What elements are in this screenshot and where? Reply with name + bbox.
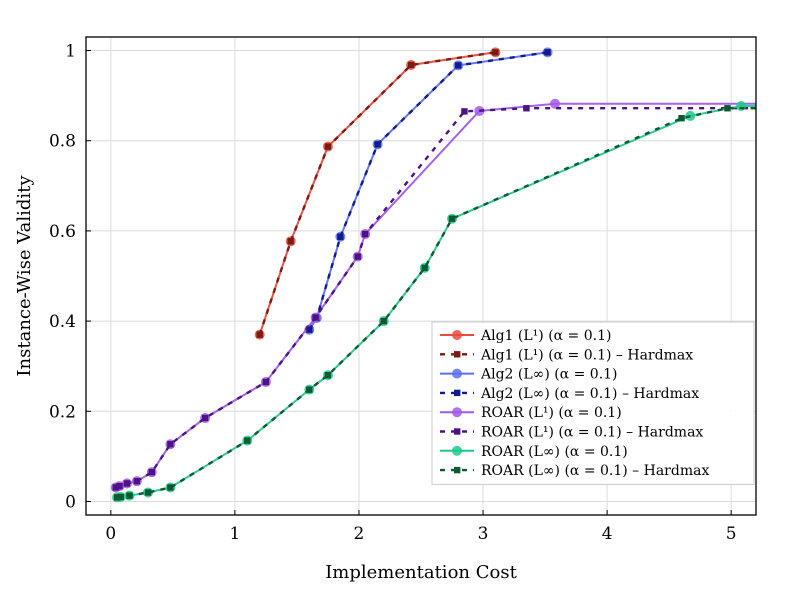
plot-frame <box>85 36 757 516</box>
data-point <box>117 493 124 501</box>
y-tick-label: 0.4 <box>49 312 76 332</box>
data-point <box>306 326 313 333</box>
legend-item: ROAR (L∞) (α = 0.1) – Hardmax <box>440 463 709 479</box>
data-point <box>148 468 155 476</box>
data-point <box>201 414 209 422</box>
legend-item: Alg1 (L¹) (α = 0.1) <box>440 328 611 344</box>
legend-swatch-marker <box>454 351 461 358</box>
series-7 <box>113 105 765 501</box>
y-axis-title: Instance-Wise Validity <box>14 175 35 377</box>
legend-item: Alg2 (L∞) (α = 0.1) – Hardmax <box>440 386 699 402</box>
data-point <box>306 386 313 393</box>
data-point <box>116 482 123 490</box>
data-point <box>380 317 387 325</box>
data-point <box>312 314 319 321</box>
data-point <box>256 331 263 338</box>
legend-item: Alg1 (L¹) (α = 0.1) – Hardmax <box>440 347 693 363</box>
x-axis-title: Implementation Cost <box>325 562 517 583</box>
y-tick-label: 0 <box>65 492 76 512</box>
legend-swatch-marker <box>454 389 461 397</box>
data-point <box>407 61 415 69</box>
legend-label: Alg1 (L¹) (α = 0.1) <box>480 328 611 344</box>
data-point <box>759 105 765 111</box>
data-point <box>550 98 560 109</box>
data-point <box>736 100 747 111</box>
data-point <box>144 489 152 496</box>
series-5 <box>112 105 765 491</box>
legend-label: Alg1 (L¹) (α = 0.1) – Hardmax <box>480 347 693 363</box>
data-point <box>757 99 767 109</box>
x-tick-label: 1 <box>229 524 240 544</box>
data-point <box>244 437 251 444</box>
legend-swatch-marker <box>452 368 462 379</box>
data-point <box>759 105 765 111</box>
data-point <box>262 378 270 386</box>
data-point <box>724 105 731 112</box>
y-tick-label: 0.8 <box>49 132 76 152</box>
legend-label: ROAR (L∞) (α = 0.1) <box>481 444 628 460</box>
legend-label: ROAR (L¹) (α = 0.1) – Hardmax <box>481 425 703 441</box>
legend-swatch-marker <box>454 466 461 474</box>
legend-swatch-marker <box>452 330 462 340</box>
legend-label: Alg2 (L∞) (α = 0.1) <box>480 367 618 383</box>
data-point <box>361 230 369 238</box>
legend-label: Alg2 (L∞) (α = 0.1) – Hardmax <box>480 386 699 402</box>
data-point <box>544 49 551 56</box>
legend-swatch-marker <box>452 445 462 456</box>
data-point <box>167 484 174 491</box>
data-point <box>455 62 462 69</box>
data-point <box>354 253 361 260</box>
data-point <box>492 49 499 56</box>
axis-ticks: 0 1 2 3 4 5 0 0.2 0.4 0.6 0.8 1 <box>49 42 737 544</box>
x-tick-label: 2 <box>354 524 365 544</box>
data-point <box>337 233 344 240</box>
data-point <box>324 143 332 150</box>
series-1 <box>256 49 499 338</box>
x-tick-label: 3 <box>478 524 489 544</box>
data-point <box>374 141 381 148</box>
legend-item: ROAR (L¹) (α = 0.1) – Hardmax <box>440 425 703 441</box>
data-point <box>167 441 174 448</box>
data-point <box>461 108 468 115</box>
x-tick-label: 0 <box>105 524 116 544</box>
data-point <box>123 480 131 487</box>
legend-item: ROAR (L¹) (α = 0.1) <box>440 405 622 421</box>
data-point <box>421 264 428 272</box>
x-tick-label: 4 <box>602 524 613 544</box>
x-tick-label: 5 <box>726 524 737 544</box>
legend-item: Alg2 (L∞) (α = 0.1) <box>440 367 618 383</box>
data-point <box>126 492 133 499</box>
data-point <box>523 105 530 112</box>
data-point <box>757 101 767 111</box>
data-point <box>678 114 685 122</box>
legend-swatch-marker <box>452 407 462 418</box>
data-point <box>133 477 141 485</box>
data-point <box>287 238 294 245</box>
data-point <box>324 372 332 379</box>
legend-box <box>431 321 755 485</box>
legend-swatch-marker <box>454 428 461 435</box>
y-tick-label: 0.2 <box>49 402 76 422</box>
legend-label: ROAR (L∞) (α = 0.1) – Hardmax <box>481 463 709 479</box>
series-layer <box>110 47 767 503</box>
legend-item: ROAR (L∞) (α = 0.1) <box>440 444 628 460</box>
y-tick-label: 0.6 <box>49 222 76 242</box>
data-point <box>113 494 121 501</box>
legend: Alg1 (L¹) (α = 0.1) Alg1 (L¹) (α = 0.1) –… <box>431 321 755 485</box>
y-tick-label: 1 <box>65 42 76 62</box>
data-point <box>448 215 456 222</box>
data-point <box>112 484 119 491</box>
legend-label: ROAR (L¹) (α = 0.1) <box>481 405 622 421</box>
